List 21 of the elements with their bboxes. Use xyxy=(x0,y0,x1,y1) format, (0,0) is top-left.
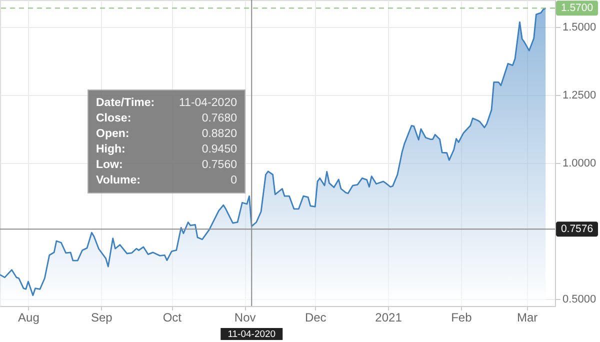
text: Volume: 0 xyxy=(96,174,237,186)
y-tick-label: 1.2500 xyxy=(562,90,596,102)
x-tick-label: Aug xyxy=(18,310,40,324)
x-tick-label: Nov xyxy=(234,310,256,324)
text: Low: 0.7560 xyxy=(96,159,237,171)
x-tick-label: 2021 xyxy=(375,310,402,324)
text: Close: 0.7680 xyxy=(96,112,237,124)
x-tick-label: Mar xyxy=(516,310,538,324)
y-tick-label: 1.5000 xyxy=(562,22,596,34)
text: Open: 0.8820 xyxy=(96,128,237,140)
text: Date/Time: 11-04-2020 xyxy=(96,97,237,109)
x-tick-label: Dec xyxy=(304,310,326,324)
x-tick-label: Sep xyxy=(90,310,113,324)
x-tick-label: Oct xyxy=(162,310,182,324)
x-tick-label: Feb xyxy=(451,310,472,324)
y-tick-label: 1.0000 xyxy=(562,158,596,170)
ref-line-label: 1.5700 xyxy=(560,2,594,14)
y-tick-label: 0.5000 xyxy=(562,294,596,306)
text: High: 0.9450 xyxy=(96,144,237,156)
ref-line-label: 11-04-2020 xyxy=(228,329,276,340)
ref-line-label: 0.7576 xyxy=(560,223,594,236)
